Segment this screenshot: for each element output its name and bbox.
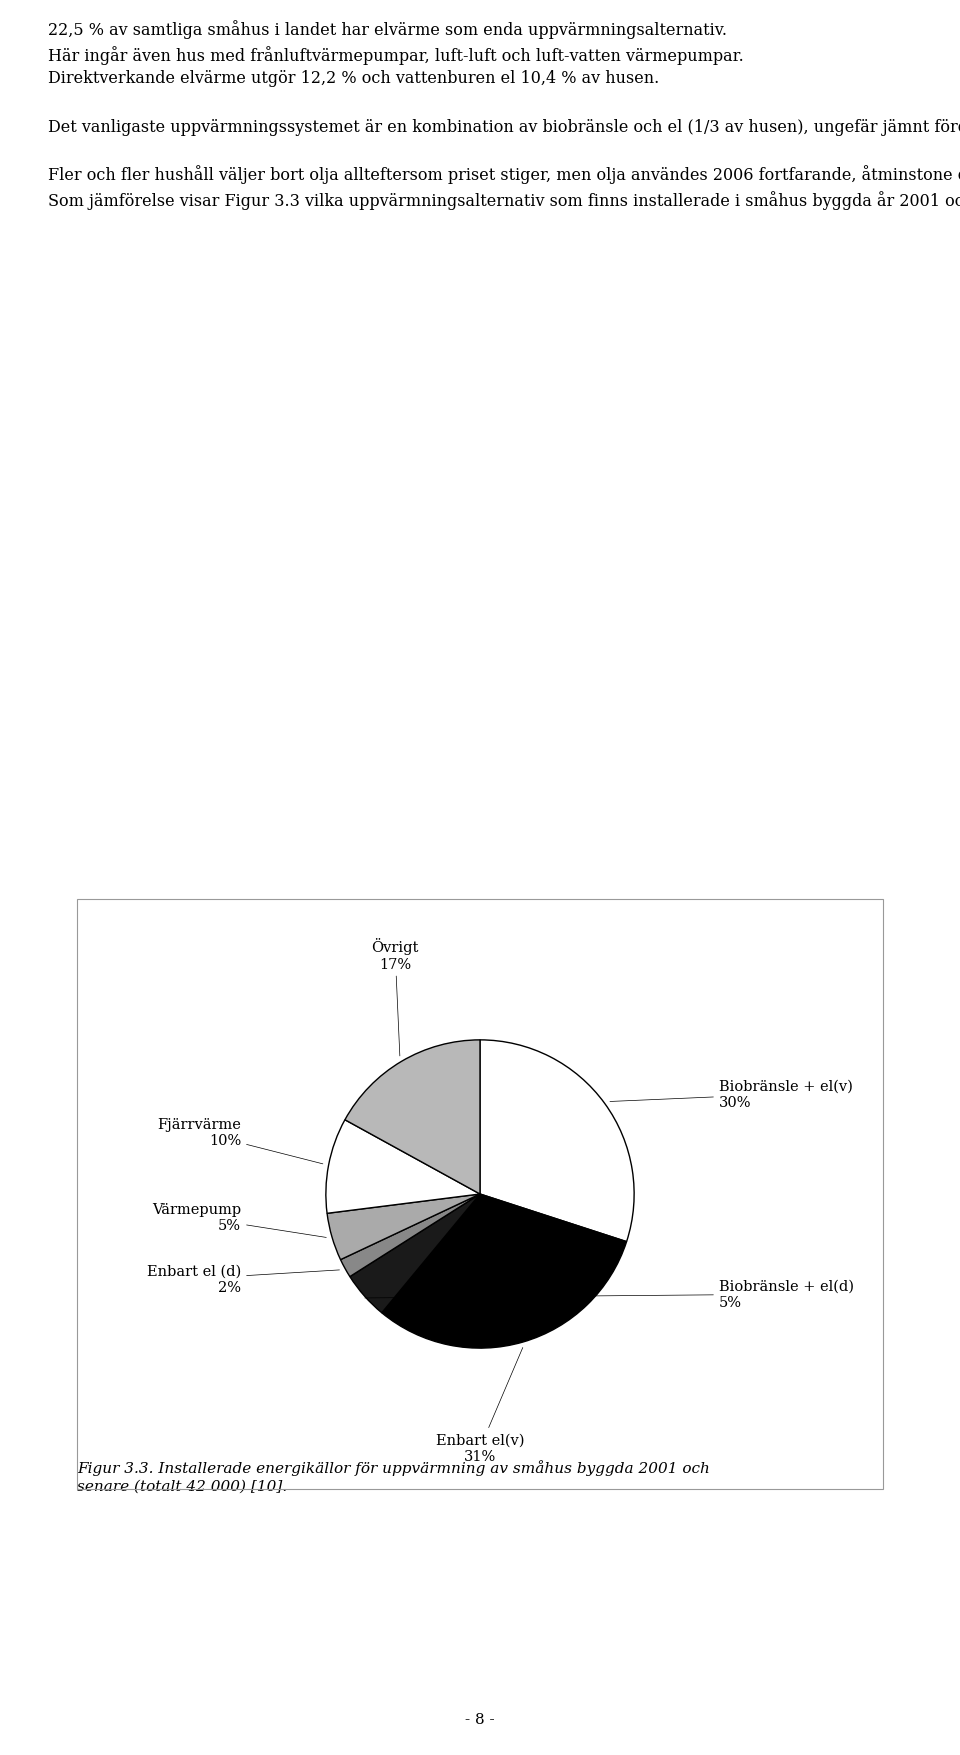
Text: Enbart el (d)
2%: Enbart el (d) 2% (147, 1264, 340, 1293)
Text: Figur 3.3. Installerade energikällor för uppvärmning av småhus byggda 2001 och
s: Figur 3.3. Installerade energikällor för… (77, 1458, 709, 1494)
Wedge shape (341, 1195, 480, 1278)
Text: 22,5 % av samtliga småhus i landet har elvärme som enda uppvärmningsalternativ.
: 22,5 % av samtliga småhus i landet har e… (48, 19, 960, 211)
Wedge shape (349, 1195, 480, 1313)
Wedge shape (480, 1041, 635, 1243)
Text: Enbart el(v)
31%: Enbart el(v) 31% (436, 1348, 524, 1464)
Text: Övrigt
17%: Övrigt 17% (372, 937, 419, 1057)
Text: Biobränsle + el(v)
30%: Biobränsle + el(v) 30% (610, 1079, 852, 1109)
Wedge shape (382, 1195, 627, 1348)
Text: - 8 -: - 8 - (466, 1713, 494, 1725)
Wedge shape (327, 1195, 480, 1260)
Text: Biobränsle + el(d)
5%: Biobränsle + el(d) 5% (365, 1279, 853, 1309)
Text: Värmepump
5%: Värmepump 5% (152, 1202, 326, 1237)
Wedge shape (345, 1041, 480, 1195)
Wedge shape (325, 1120, 480, 1214)
Text: Fjärrvärme
10%: Fjärrvärme 10% (157, 1118, 323, 1164)
